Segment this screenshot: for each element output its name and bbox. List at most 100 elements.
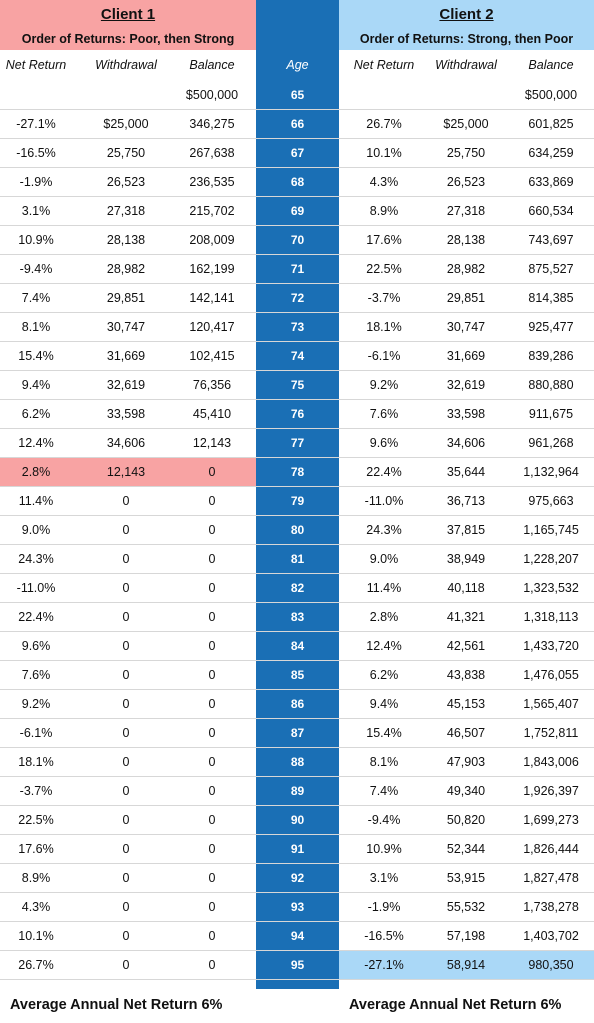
client2-withdrawal-cell: 37,815 [446, 523, 486, 537]
client2-balance-cell: 1,403,702 [523, 929, 579, 943]
client2-net-return-cell: 22.5% [366, 262, 402, 276]
row-divider [0, 660, 594, 661]
client1-balance-cell: 0 [208, 465, 216, 479]
client1-net-return-cell: -9.4% [19, 262, 53, 276]
client2-net-return-cell: -9.4% [367, 813, 401, 827]
client2-balance-cell: 1,738,278 [523, 900, 579, 914]
client1-withdrawal-cell: 28,982 [106, 262, 146, 276]
table-row: 26.7% 0 0 -27.1% 58,914 980,350 95 [0, 951, 594, 980]
client1-subtitle: Order of Returns: Poor, then Strong [21, 32, 235, 46]
age-cell: 95 [290, 958, 305, 972]
table-row: -27.1% $25,000 346,275 26.7% $25,000 601,825 6… [0, 110, 594, 139]
client2-title: Client 2 [439, 6, 494, 23]
client2-net-return-cell: 9.6% [369, 436, 399, 450]
client1-withdrawal-cell: 0 [122, 813, 130, 827]
client2-final-highlight [339, 951, 594, 980]
client1-balance-cell: 0 [208, 639, 216, 653]
client2-withdrawal-cell: 46,507 [446, 726, 486, 740]
client1-withdrawal-cell: 0 [122, 668, 130, 682]
client2-balance-cell: 633,869 [528, 175, 574, 189]
row-divider [0, 138, 594, 139]
client1-net-return-cell: 7.4% [21, 291, 51, 305]
row-divider [0, 399, 594, 400]
client2-withdrawal-cell: 34,606 [446, 436, 486, 450]
client1-balance-cell: $500,000 [185, 88, 239, 102]
client1-header: Client 1 Order of Returns: Poor, then St… [0, 0, 256, 50]
client2-balance-cell: $500,000 [524, 88, 578, 102]
row-divider [0, 312, 594, 313]
client2-balance-cell: 880,880 [528, 378, 574, 392]
row-divider [0, 254, 594, 255]
client2-net-return-cell: 7.6% [369, 407, 399, 421]
client1-balance-cell: 0 [208, 494, 216, 508]
age-cell: 74 [290, 349, 305, 363]
client2-balance-cell: 1,165,745 [523, 523, 579, 537]
table-row: 9.6% 0 0 12.4% 42,561 1,433,720 84 [0, 632, 594, 661]
client2-net-return-cell: 6.2% [369, 668, 399, 682]
client1-net-return-cell: -16.5% [16, 146, 56, 160]
client2-balance-cell: 839,286 [528, 349, 574, 363]
table-row: -11.0% 0 0 11.4% 40,118 1,323,532 82 [0, 574, 594, 603]
client1-net-return-cell: 9.2% [21, 697, 51, 711]
age-cell: 77 [290, 436, 305, 450]
client2-balance-cell: 1,565,407 [523, 697, 579, 711]
row-divider [0, 747, 594, 748]
client1-net-return-cell: 6.2% [21, 407, 51, 421]
client1-balance-cell: 267,638 [189, 146, 235, 160]
client2-net-return-cell [344, 81, 424, 110]
client1-withdrawal-cell: 0 [122, 523, 130, 537]
table-row: -1.9% 26,523 236,535 4.3% 26,523 633,869 68 [0, 168, 594, 197]
client1-net-return-cell: 10.9% [18, 233, 54, 247]
row-divider [0, 892, 594, 893]
client1-balance-cell: 0 [208, 900, 216, 914]
client1-net-return-cell: 9.0% [21, 523, 51, 537]
client2-subtitle: Order of Returns: Strong, then Poor [359, 32, 574, 46]
row-divider [0, 573, 594, 574]
table-row: 12.4% 34,606 12,143 9.6% 34,606 961,268 77 [0, 429, 594, 458]
client1-balance-cell: 0 [208, 668, 216, 682]
client2-balance-cell: 743,697 [528, 233, 574, 247]
age-cell: 85 [290, 668, 305, 682]
client1-withdrawal-cell: 0 [122, 726, 130, 740]
client2-balance-cell: 1,318,113 [523, 610, 579, 624]
age-cell: 80 [290, 523, 305, 537]
table-row: 7.4% 29,851 142,141 -3.7% 29,851 814,385 72 [0, 284, 594, 313]
client2-balance-cell: 634,259 [528, 146, 574, 160]
table-row: 10.1% 0 0 -16.5% 57,198 1,403,702 94 [0, 922, 594, 951]
client2-balance-cell: 875,527 [528, 262, 574, 276]
client2-net-return-cell: 7.4% [369, 784, 399, 798]
age-cell: 93 [290, 900, 305, 914]
table-row: 6.2% 33,598 45,410 7.6% 33,598 911,675 76 [0, 400, 594, 429]
table-row: 18.1% 0 0 8.1% 47,903 1,843,006 88 [0, 748, 594, 777]
client1-balance-cell: 0 [208, 842, 216, 856]
age-cell: 70 [290, 233, 305, 247]
client1-balance-cell: 0 [208, 610, 216, 624]
table-row: 10.9% 28,138 208,009 17.6% 28,138 743,697 70 [0, 226, 594, 255]
client2-withdrawal-cell: 36,713 [446, 494, 486, 508]
client1-withdrawal-cell: 0 [122, 552, 130, 566]
client2-withdrawal-cell: 30,747 [446, 320, 486, 334]
client2-net-return-cell: 24.3% [366, 523, 402, 537]
age-cell: 94 [290, 929, 305, 943]
age-header: Age [286, 58, 309, 72]
age-cell: 76 [290, 407, 305, 421]
client2-balance-cell: 660,534 [528, 204, 574, 218]
client2-net-return-cell: 8.9% [369, 204, 399, 218]
client2-net-return-cell: 10.9% [366, 842, 402, 856]
age-cell: 82 [290, 581, 305, 595]
table-row: 9.2% 0 0 9.4% 45,153 1,565,407 86 [0, 690, 594, 719]
client1-net-return-cell: -11.0% [16, 581, 56, 595]
client2-withdrawal-header: Withdrawal [435, 58, 497, 72]
client2-withdrawal-cell: 52,344 [446, 842, 486, 856]
client1-withdrawal-cell: 0 [122, 784, 130, 798]
client2-withdrawal-cell [424, 81, 508, 110]
table-row: 7.6% 0 0 6.2% 43,838 1,476,055 85 [0, 661, 594, 690]
client2-net-return-cell: 26.7% [366, 117, 402, 131]
client1-net-return-header: Net Return [5, 58, 67, 72]
client1-net-return-cell: 26.7% [18, 958, 54, 972]
client1-withdrawal-cell: 28,138 [106, 233, 146, 247]
table-row: -16.5% 25,750 267,638 10.1% 25,750 634,259 67 [0, 139, 594, 168]
row-divider [0, 689, 594, 690]
client1-net-return-cell: 10.1% [18, 929, 54, 943]
